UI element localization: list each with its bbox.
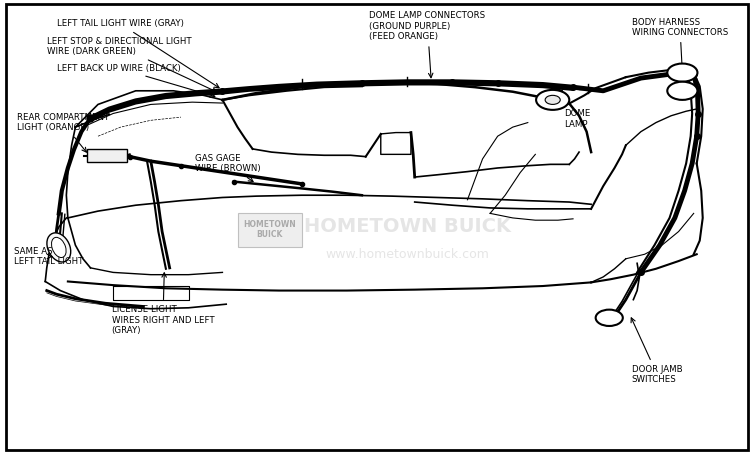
Text: SAME AS
LEFT TAIL LIGHT: SAME AS LEFT TAIL LIGHT — [14, 247, 83, 266]
Text: REAR COMPARTMENT
LIGHT (ORANGE): REAR COMPARTMENT LIGHT (ORANGE) — [17, 113, 109, 152]
Text: DOOR JAMB
SWITCHES: DOOR JAMB SWITCHES — [631, 318, 682, 384]
Text: www.hometownbuick.com: www.hometownbuick.com — [325, 248, 489, 261]
Text: HOMETOWN
BUICK: HOMETOWN BUICK — [244, 220, 296, 239]
Ellipse shape — [51, 237, 66, 257]
FancyBboxPatch shape — [87, 149, 127, 162]
Text: DOME
LAMP: DOME LAMP — [556, 102, 590, 128]
Ellipse shape — [47, 233, 71, 262]
Text: BODY HARNESS
WIRING CONNECTORS: BODY HARNESS WIRING CONNECTORS — [632, 18, 728, 69]
Text: HOMETOWN BUICK: HOMETOWN BUICK — [304, 217, 510, 237]
Text: DOME LAMP CONNECTORS
(GROUND PURPLE)
(FEED ORANGE): DOME LAMP CONNECTORS (GROUND PURPLE) (FE… — [369, 11, 486, 78]
Text: GAS GAGE
WIRE (BROWN): GAS GAGE WIRE (BROWN) — [195, 154, 260, 182]
FancyBboxPatch shape — [238, 213, 302, 247]
Circle shape — [667, 64, 697, 82]
Text: LEFT STOP & DIRECTIONAL LIGHT
WIRE (DARK GREEN): LEFT STOP & DIRECTIONAL LIGHT WIRE (DARK… — [47, 37, 216, 92]
Circle shape — [596, 310, 623, 326]
Text: LEFT TAIL LIGHT WIRE (GRAY): LEFT TAIL LIGHT WIRE (GRAY) — [57, 19, 219, 88]
Text: LEFT BACK UP WIRE (BLACK): LEFT BACK UP WIRE (BLACK) — [57, 64, 215, 97]
Circle shape — [667, 82, 697, 100]
FancyBboxPatch shape — [6, 4, 748, 450]
Circle shape — [536, 90, 569, 110]
Text: LICENSE LIGHT
WIRES RIGHT AND LEFT
(GRAY): LICENSE LIGHT WIRES RIGHT AND LEFT (GRAY… — [112, 273, 214, 335]
Circle shape — [545, 95, 560, 104]
